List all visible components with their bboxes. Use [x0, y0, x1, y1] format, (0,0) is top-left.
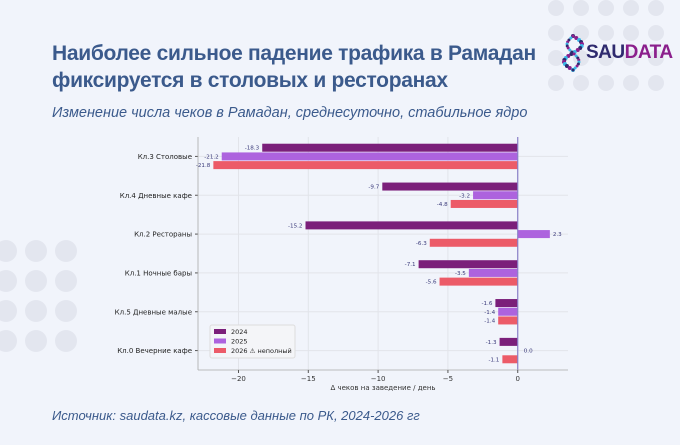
- decorative-dot: [623, 75, 639, 91]
- legend-label: 2024: [231, 328, 248, 336]
- decorative-dot: [25, 240, 47, 262]
- bar-2026: [450, 199, 518, 208]
- data-label: -3.5: [455, 271, 466, 277]
- decorative-dot: [25, 330, 47, 352]
- legend-label: 2026 ⚠ неполный: [231, 347, 292, 355]
- bar-2025: [468, 268, 518, 277]
- bar-2024: [262, 143, 518, 152]
- data-label: -21.8: [196, 163, 211, 169]
- category-label: Кл.2 Рестораны: [134, 231, 192, 239]
- decorative-dot: [55, 300, 77, 322]
- decorative-dot: [0, 330, 17, 352]
- category-label: Кл.1 Ночные бары: [125, 269, 192, 277]
- decorative-dot: [55, 270, 77, 292]
- legend-swatch: [214, 348, 226, 353]
- category-label: Кл.3 Столовые: [138, 153, 192, 161]
- data-label: -15.2: [288, 223, 302, 229]
- decorative-dot: [648, 25, 664, 41]
- category-label: Кл.5 Дневные малые: [115, 308, 192, 316]
- category-label: Кл.4 Дневные кафе: [120, 192, 192, 200]
- x-tick-label: −5: [443, 375, 453, 383]
- decorative-dot: [548, 25, 564, 41]
- x-tick-label: −10: [371, 375, 386, 383]
- bar-2024: [499, 337, 518, 346]
- data-label: 0.0: [524, 349, 533, 355]
- decorative-dot: [25, 270, 47, 292]
- bar-2026: [498, 316, 518, 325]
- logo-mark-icon: [562, 34, 584, 72]
- data-label: -4.8: [437, 202, 448, 208]
- decorative-dot: [548, 50, 564, 66]
- logo-text-sau: SAU: [586, 42, 625, 63]
- logo-text-data: DATA: [624, 42, 673, 63]
- data-label: -9.7: [368, 185, 379, 191]
- decorative-dot: [0, 300, 17, 322]
- decorative-dot: [623, 50, 639, 66]
- data-label: -21.2: [204, 154, 218, 160]
- x-tick-label: 0: [516, 375, 520, 383]
- bar-2024: [382, 182, 518, 191]
- source-note: Источник: saudata.kz, кассовые данные по…: [52, 408, 420, 423]
- x-tick-label: −15: [301, 375, 316, 383]
- bar-2024: [418, 260, 518, 269]
- data-label: -1.1: [488, 357, 499, 363]
- data-label: -1.6: [481, 301, 492, 307]
- decorative-dot: [548, 0, 564, 16]
- bar-2025: [221, 152, 518, 161]
- data-label: -3.2: [459, 193, 470, 199]
- decorative-dot: [25, 300, 47, 322]
- category-label: Кл.0 Вечерние кафе: [117, 347, 192, 355]
- decorative-dot: [573, 50, 589, 66]
- decorative-dot: [598, 25, 614, 41]
- legend-label: 2025: [231, 338, 248, 346]
- bar-2025: [517, 230, 550, 239]
- data-label: 2.3: [553, 232, 562, 238]
- x-axis-label: Δ чеков на заведение / день: [330, 384, 435, 392]
- decorative-dot: [55, 240, 77, 262]
- title-line-1: Наиболее сильное падение трафика в Рамад…: [52, 42, 536, 65]
- bar-2024: [495, 299, 518, 308]
- decorative-dot: [0, 240, 17, 262]
- bar-2025: [498, 307, 518, 316]
- bar-2026: [213, 161, 518, 170]
- decorative-dot: [648, 50, 664, 66]
- page-title: Наиболее сильное падение трафика в Рамад…: [52, 40, 536, 94]
- decorative-dot: [623, 25, 639, 41]
- data-label: -18.3: [245, 146, 260, 152]
- decorative-dot: [598, 50, 614, 66]
- data-label: -1.4: [484, 310, 495, 316]
- bar-2024: [305, 221, 518, 230]
- saudata-logo: SAUDATA: [560, 33, 673, 73]
- legend-swatch: [214, 338, 226, 344]
- decorative-dot: [573, 75, 589, 91]
- title-line-2: фиксируется в столовых и ресторанах: [52, 69, 448, 92]
- data-label: -5.6: [426, 280, 437, 286]
- decorative-dot: [648, 75, 664, 91]
- subtitle: Изменение числа чеков в Рамадан, среднес…: [52, 105, 528, 121]
- x-tick-label: −20: [231, 375, 246, 383]
- data-label: -7.1: [405, 262, 416, 268]
- data-label: -1.3: [486, 340, 497, 346]
- decorative-dot: [623, 0, 639, 16]
- bar-2026: [439, 277, 518, 286]
- legend-swatch: [214, 329, 226, 334]
- decorative-dot: [573, 0, 589, 16]
- bar-2025: [473, 191, 518, 200]
- data-label: -1.4: [484, 318, 495, 324]
- decorative-dot: [55, 330, 77, 352]
- decorative-dot: [548, 75, 564, 91]
- decorative-dot: [648, 0, 664, 16]
- decorative-dot: [0, 270, 17, 292]
- data-label: -6.3: [416, 241, 427, 247]
- bar-2026: [502, 355, 518, 364]
- bar-2026: [429, 238, 518, 247]
- legend-box: [209, 324, 296, 359]
- decorative-dot: [598, 0, 614, 16]
- decorative-dot: [598, 75, 614, 91]
